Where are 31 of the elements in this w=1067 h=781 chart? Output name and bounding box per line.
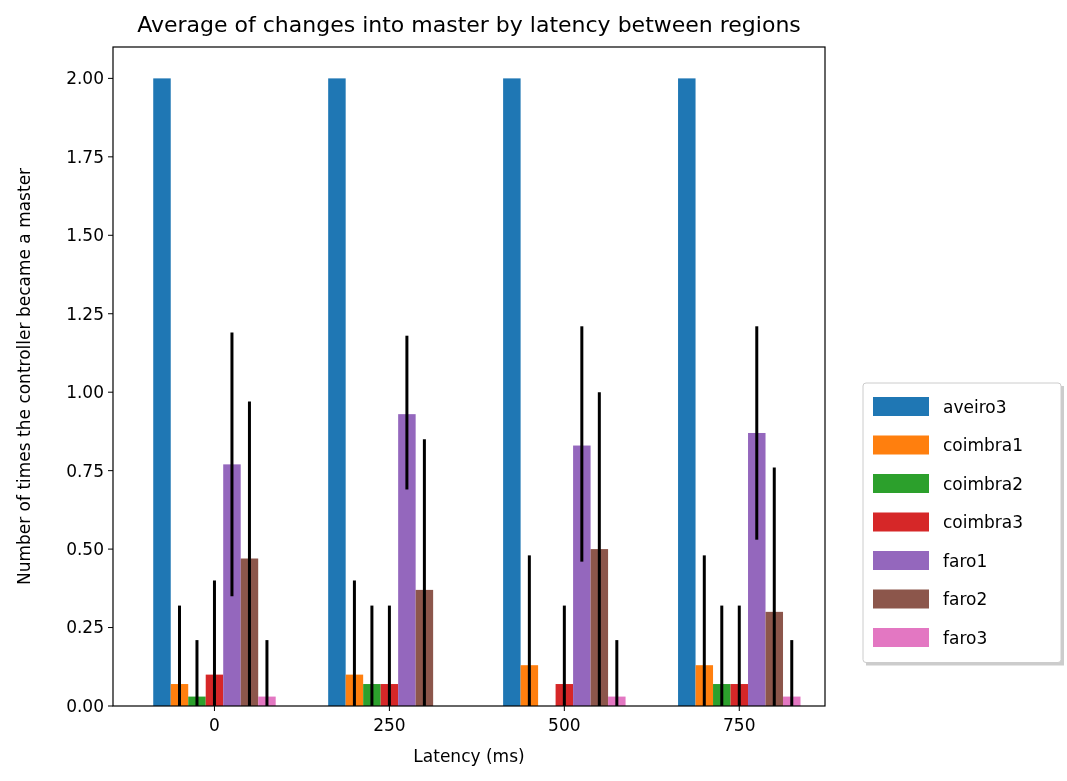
y-tick-label: 1.00 (66, 382, 104, 403)
bar (328, 78, 346, 706)
bar (223, 464, 241, 706)
bar (678, 78, 696, 706)
y-tick-label: 0.00 (66, 695, 104, 716)
legend-label: faro1 (943, 550, 988, 571)
legend-label: coimbra1 (943, 435, 1024, 456)
bar (748, 432, 766, 706)
legend-label: aveiro3 (943, 396, 1007, 417)
chart-title: Average of changes into master by latency between regions (137, 12, 801, 37)
y-tick-label: 2.00 (66, 68, 104, 89)
bar (398, 414, 416, 706)
bar (503, 78, 521, 706)
x-tick-label: 750 (723, 715, 756, 735)
y-tick-label: 1.50 (66, 225, 104, 246)
y-tick-label: 1.75 (66, 146, 104, 167)
x-axis-title: Latency (ms) (413, 746, 525, 766)
x-tick-label: 500 (548, 715, 581, 735)
legend-label: faro2 (943, 589, 988, 610)
bar (573, 445, 591, 706)
legend-label: faro3 (943, 627, 988, 648)
bar (153, 78, 171, 706)
y-tick-label: 0.75 (66, 460, 104, 481)
y-tick-label: 0.50 (66, 539, 104, 560)
legend-label: coimbra3 (943, 512, 1024, 533)
y-axis-title: Number of times the controller became a master (14, 167, 34, 586)
y-tick-label: 0.25 (66, 617, 104, 638)
legend-label: coimbra2 (943, 473, 1024, 494)
x-tick-label: 250 (373, 715, 406, 735)
x-tick-label: 0 (209, 715, 220, 735)
y-tick-label: 1.25 (66, 303, 104, 324)
